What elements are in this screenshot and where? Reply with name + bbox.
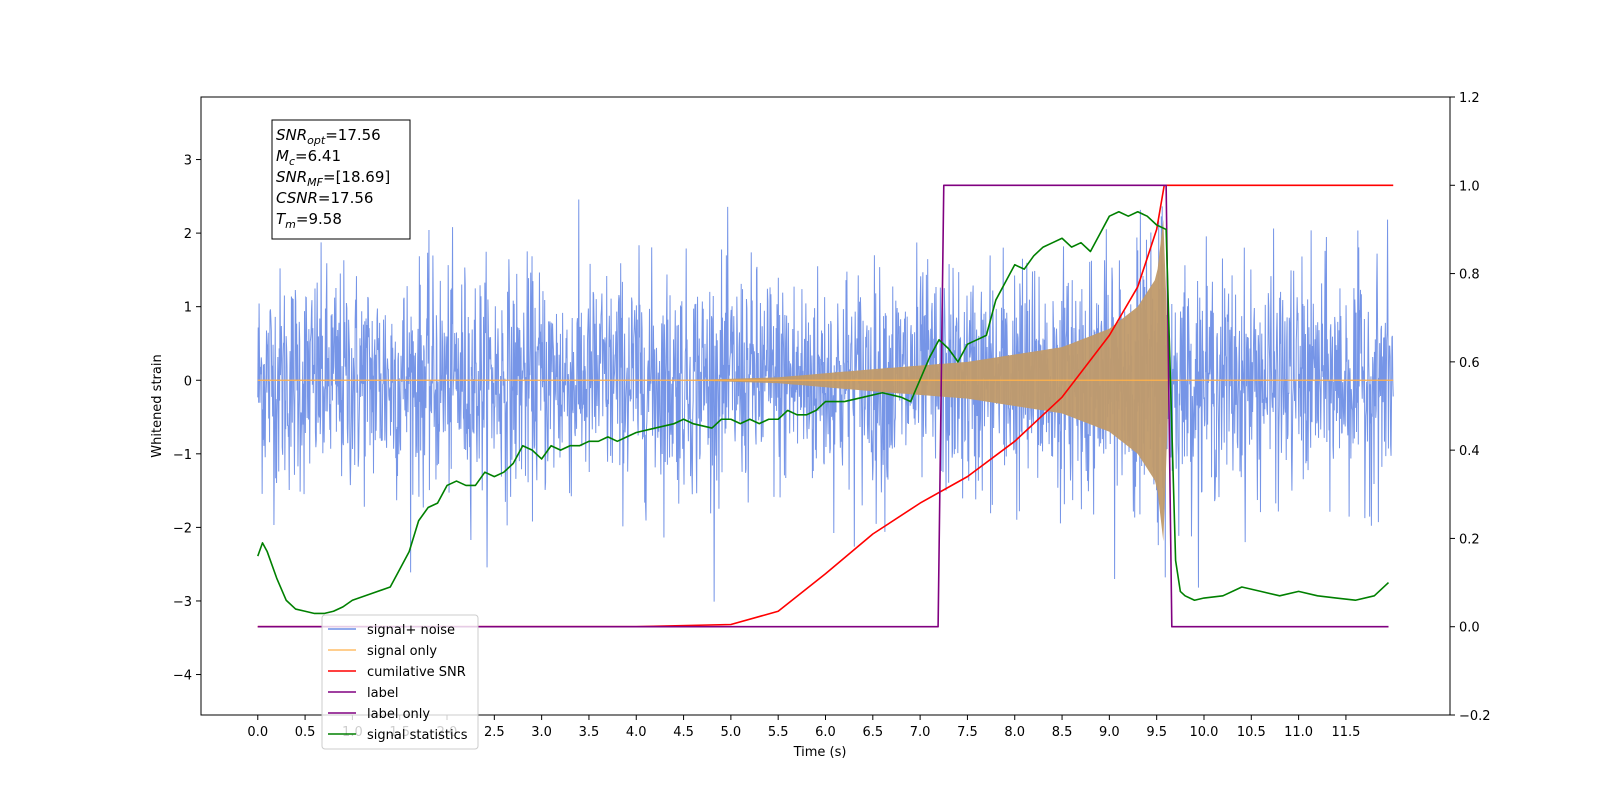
x-tick-label: 8.0: [1004, 725, 1025, 740]
info-line: Tm=9.58: [276, 210, 342, 231]
info-line: CSNR=17.56: [276, 189, 373, 207]
y-right-tick-label: −0.2: [1459, 709, 1491, 724]
x-tick-label: 5.0: [721, 725, 742, 740]
y-axis-label: Whitened strain: [150, 354, 165, 457]
y-left-tick-label: 2: [184, 227, 192, 242]
y-axis-right: 1.2 1.0 0.8 0.6 0.4 0.2 0.0 −0.2: [1450, 91, 1491, 724]
y-right-tick-label: 0.2: [1459, 532, 1480, 547]
y-left-tick-label: 0: [184, 374, 192, 389]
info-box-frame: [271, 119, 411, 240]
series-layer: [257, 184, 1394, 628]
x-tick-label: 7.5: [957, 725, 978, 740]
y-right-tick-label: 1.0: [1459, 179, 1480, 194]
y-left-tick-label: −3: [173, 595, 192, 610]
series-signal-noise: [257, 199, 1394, 602]
x-tick-label: 4.0: [626, 725, 647, 740]
x-tick-label: 6.0: [815, 725, 836, 740]
y-right-tick-label: 0.8: [1459, 268, 1480, 283]
x-tick-label: 2.5: [484, 725, 505, 740]
x-tick-label: 8.5: [1052, 725, 1073, 740]
x-tick-label: 11.0: [1284, 725, 1313, 740]
y-right-tick-label: 1.2: [1459, 91, 1480, 106]
y-left-tick-label: −2: [173, 521, 192, 536]
legend-label: signal statistics: [367, 728, 468, 743]
series-signal-statistics: [257, 210, 1390, 615]
x-axis-label: Time (s): [793, 745, 847, 760]
info-line: SNRMF=[18.69]: [276, 168, 390, 189]
x-tick-label: 10.5: [1237, 725, 1266, 740]
y-left-tick-label: −1: [173, 448, 192, 463]
y-left-tick-label: 1: [184, 301, 192, 316]
legend-label: cumilative SNR: [367, 665, 466, 680]
x-tick-label: 0.0: [247, 725, 268, 740]
x-tick-label: 4.5: [673, 725, 694, 740]
x-tick-label: 3.5: [579, 725, 600, 740]
y-right-tick-label: 0.4: [1459, 444, 1480, 459]
x-tick-label: 6.5: [862, 725, 883, 740]
series-cumulative-snr: [257, 184, 1394, 628]
x-tick-label: 10.0: [1190, 725, 1219, 740]
legend: signal+ noise signal only cumilative SNR la…: [321, 614, 479, 750]
y-left-tick-label: −4: [173, 669, 192, 684]
x-tick-label: 9.0: [1099, 725, 1120, 740]
legend-label: signal+ noise: [367, 623, 455, 638]
x-tick-label: 3.0: [531, 725, 552, 740]
y-right-tick-label: 0.0: [1459, 621, 1480, 636]
legend-label: label only: [367, 707, 430, 722]
x-tick-label: 7.0: [910, 725, 931, 740]
info-line: SNRopt=17.56: [276, 126, 381, 147]
info-box: SNRopt=17.56Mc=6.41SNRMF=[18.69]CSNR=17.…: [271, 119, 411, 240]
y-right-tick-label: 0.6: [1459, 356, 1480, 371]
series-label: [257, 184, 1389, 628]
y-axis-left: 3 2 1 0 −1 −2 −3 −4: [173, 154, 201, 684]
x-tick-label: 0.5: [295, 725, 316, 740]
x-tick-label: 9.5: [1146, 725, 1167, 740]
legend-frame: [321, 614, 479, 750]
legend-label: signal only: [367, 644, 437, 659]
x-tick-label: 11.5: [1331, 725, 1360, 740]
y-left-tick-label: 3: [184, 154, 192, 169]
legend-label: label: [367, 686, 398, 701]
x-tick-label: 5.5: [768, 725, 789, 740]
info-line: Mc=6.41: [276, 147, 341, 168]
